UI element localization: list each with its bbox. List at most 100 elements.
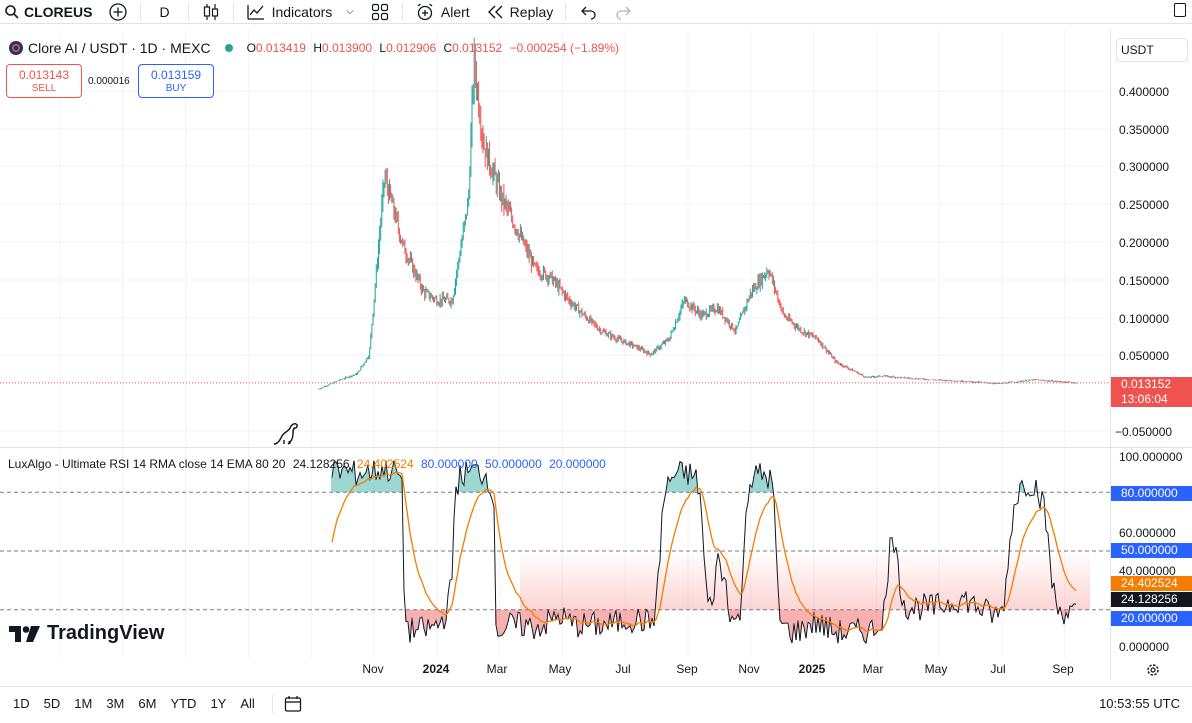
price-axis[interactable]: 0.400000 0.350000 0.300000 0.250000 0.20… bbox=[1110, 30, 1192, 680]
sell-label: SELL bbox=[31, 83, 57, 94]
toolbar-divider bbox=[565, 2, 567, 21]
alert-label: Alert bbox=[440, 3, 470, 20]
chart-type-button[interactable] bbox=[193, 0, 229, 24]
range-all[interactable]: All bbox=[240, 696, 255, 711]
indicators-label: Indicators bbox=[271, 3, 333, 20]
plus-circle-icon bbox=[109, 2, 128, 21]
indicators-icon bbox=[246, 4, 264, 20]
time-tick: Jul bbox=[990, 662, 1006, 676]
low-label: L bbox=[379, 41, 387, 55]
buy-price: 0.013159 bbox=[150, 68, 202, 82]
rsi-value-tag: 24.128256 bbox=[1111, 592, 1192, 607]
tradingview-wordmark: TradingView bbox=[47, 622, 165, 644]
sell-price: 0.013143 bbox=[18, 68, 70, 82]
price-tick: 0.400000 bbox=[1119, 85, 1170, 99]
time-tick: 2024 bbox=[422, 662, 450, 676]
indicator-signal-value: 24.402524 bbox=[356, 457, 414, 471]
buy-button[interactable]: 0.013159 BUY bbox=[138, 64, 214, 98]
high-label: H bbox=[313, 41, 322, 55]
chart-legend: Clore AI / USDT · 1D · MEXC O0.013419 H0… bbox=[8, 40, 623, 56]
range-ytd[interactable]: YTD bbox=[170, 696, 197, 711]
symbol-search-button[interactable]: CLOREUS bbox=[0, 0, 100, 24]
market-status-icon bbox=[224, 44, 233, 52]
toolbar-divider bbox=[187, 2, 189, 21]
close-value: 0.013152 bbox=[452, 41, 503, 55]
redo-icon bbox=[616, 6, 632, 20]
tradingview-logo[interactable]: TradingView bbox=[9, 622, 164, 645]
close-label: C bbox=[443, 41, 453, 55]
layouts-button[interactable] bbox=[362, 0, 398, 24]
clore-logo-icon bbox=[9, 41, 23, 55]
tradingview-logo-icon bbox=[9, 625, 40, 642]
calendar-range-icon[interactable] bbox=[283, 694, 303, 714]
indicator-ob-value: 80.000000 bbox=[420, 457, 478, 471]
toolbar-divider bbox=[401, 2, 403, 21]
price-tick: 0.050000 bbox=[1119, 349, 1170, 363]
interval-label: D bbox=[159, 3, 170, 20]
level-50-tag: 50.000000 bbox=[1111, 543, 1192, 558]
symbol-title[interactable]: Clore AI / USDT · 1D · MEXC bbox=[28, 40, 211, 56]
range-3m[interactable]: 3M bbox=[106, 696, 125, 711]
range-1m[interactable]: 1M bbox=[74, 696, 93, 711]
range-6m[interactable]: 6M bbox=[138, 696, 157, 711]
sell-button[interactable]: 0.013143 SELL bbox=[6, 64, 82, 98]
time-tick: Jul bbox=[615, 662, 631, 676]
price-tick: 0.200000 bbox=[1119, 236, 1170, 250]
time-tick: May bbox=[548, 662, 572, 676]
bar-countdown: 13:06:04 bbox=[1121, 392, 1168, 406]
dinosaur-icon[interactable] bbox=[272, 420, 300, 448]
price-tick: −0.050000 bbox=[1115, 425, 1173, 439]
top-toolbar: CLOREUS D Indicators ⌵ Alert Replay bbox=[0, 0, 1192, 24]
currency-select[interactable]: USDT bbox=[1116, 38, 1188, 62]
price-tick: 0.350000 bbox=[1119, 123, 1170, 137]
currency-label: USDT bbox=[1121, 43, 1154, 57]
indicator-rsi-value: 24.128256 bbox=[292, 457, 350, 471]
spread-value: 0.000016 bbox=[88, 76, 130, 87]
redo-button[interactable] bbox=[606, 0, 642, 24]
undo-icon bbox=[581, 6, 596, 20]
time-tick: Nov bbox=[738, 662, 760, 676]
time-tick: May bbox=[924, 662, 948, 676]
settings-gear-icon[interactable] bbox=[1145, 662, 1161, 678]
indicator-mid-value: 50.000000 bbox=[485, 457, 542, 471]
toolbar-divider bbox=[232, 2, 234, 21]
toolbar-divider bbox=[271, 694, 273, 713]
open-value: 0.013419 bbox=[255, 41, 306, 55]
candles-icon bbox=[203, 3, 218, 20]
interval-button[interactable]: D bbox=[145, 0, 183, 24]
pane-separator[interactable] bbox=[0, 447, 1192, 448]
time-axis[interactable]: Nov 2024 Mar May Jul Sep Nov 2025 Mar Ma… bbox=[0, 658, 1110, 680]
time-tick: Sep bbox=[676, 662, 698, 676]
signal-value-tag: 24.402524 bbox=[1111, 576, 1192, 591]
undo-button[interactable] bbox=[570, 0, 606, 24]
alarm-clock-icon bbox=[417, 2, 433, 20]
last-price: 0.013152 bbox=[1121, 377, 1172, 391]
time-tick: Mar bbox=[486, 662, 508, 676]
time-tick: Mar bbox=[862, 662, 884, 676]
alert-button[interactable]: Alert bbox=[407, 0, 478, 24]
rsi-signal-line bbox=[331, 471, 1077, 632]
price-tick: 0.100000 bbox=[1119, 312, 1170, 326]
level-20-tag: 20.000000 bbox=[1111, 611, 1192, 626]
fullscreen-toggle[interactable] bbox=[1174, 3, 1186, 17]
price-tick: 0.250000 bbox=[1119, 198, 1170, 212]
replay-button[interactable]: Replay bbox=[478, 0, 562, 24]
low-value: 0.012906 bbox=[386, 41, 437, 55]
ohlc-values: O0.013419 H0.013900 L0.012906 C0.013152 … bbox=[247, 41, 623, 55]
time-tick: Nov bbox=[362, 662, 384, 676]
indicators-button[interactable]: Indicators ⌵ bbox=[238, 0, 362, 24]
chart-canvas[interactable] bbox=[0, 30, 1110, 680]
utc-clock[interactable]: 10:53:55 UTC bbox=[1099, 696, 1180, 711]
range-5d[interactable]: 5D bbox=[43, 696, 61, 711]
range-1y[interactable]: 1Y bbox=[210, 696, 227, 711]
range-1d[interactable]: 1D bbox=[13, 696, 30, 711]
rsi-tick: 40.000000 bbox=[1119, 564, 1176, 578]
rsi-tick: 60.000000 bbox=[1119, 526, 1176, 540]
compare-symbol-button[interactable] bbox=[100, 0, 136, 24]
time-tick: Sep bbox=[1052, 662, 1074, 676]
indicator-legend[interactable]: LuxAlgo - Ultimate RSI 14 RMA close 14 E… bbox=[8, 457, 606, 471]
price-tick: 0.150000 bbox=[1119, 274, 1170, 288]
time-tick: 2025 bbox=[798, 662, 826, 676]
rewind-icon bbox=[487, 5, 503, 18]
chevron-down-icon[interactable]: ⌵ bbox=[346, 6, 354, 17]
